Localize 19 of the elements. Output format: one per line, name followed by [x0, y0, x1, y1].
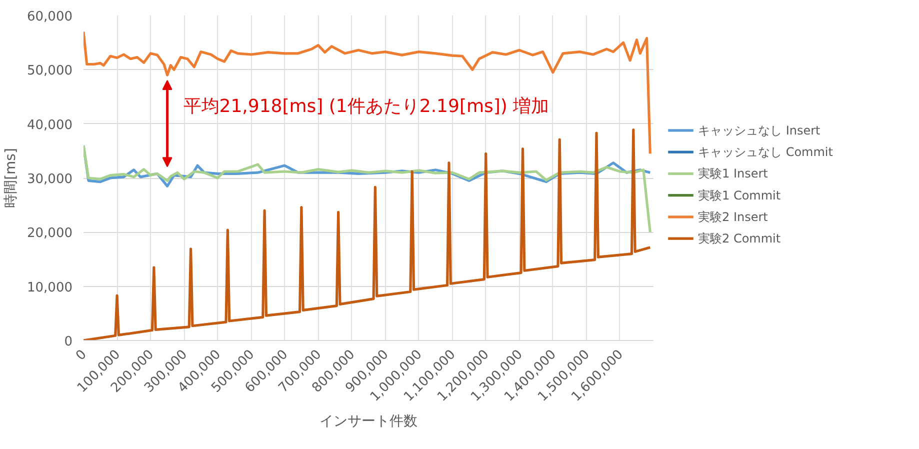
legend-label: 実験2 Insert	[698, 210, 768, 224]
legend-label: キャッシュなし Insert	[698, 123, 821, 138]
legend-label: 実験1 Commit	[698, 188, 781, 202]
line-series	[84, 128, 652, 340]
line-series	[84, 144, 652, 234]
y-tick-label: 30,000	[27, 172, 73, 187]
y-tick-label: 20,000	[27, 226, 73, 242]
y-tick-label: 50,000	[27, 64, 73, 79]
y-tick-label: 0	[64, 334, 73, 350]
line-series	[84, 30, 652, 155]
legend-label: キャッシュなし Commit	[698, 145, 834, 160]
annotation: 平均21,918[ms] (1件あたり2.19[ms]) 増加	[183, 96, 550, 117]
y-tick-label: 10,000	[27, 280, 73, 296]
y-tick-label: 60,000	[27, 10, 73, 24]
y-axis-title: 時間[ms]	[3, 148, 20, 208]
x-axis-title: インサート件数	[320, 413, 418, 430]
legend-label: 実験1 Insert	[698, 166, 768, 181]
y-tick-label: 40,000	[27, 118, 73, 133]
legend-label: 実験2 Commit	[698, 232, 781, 246]
